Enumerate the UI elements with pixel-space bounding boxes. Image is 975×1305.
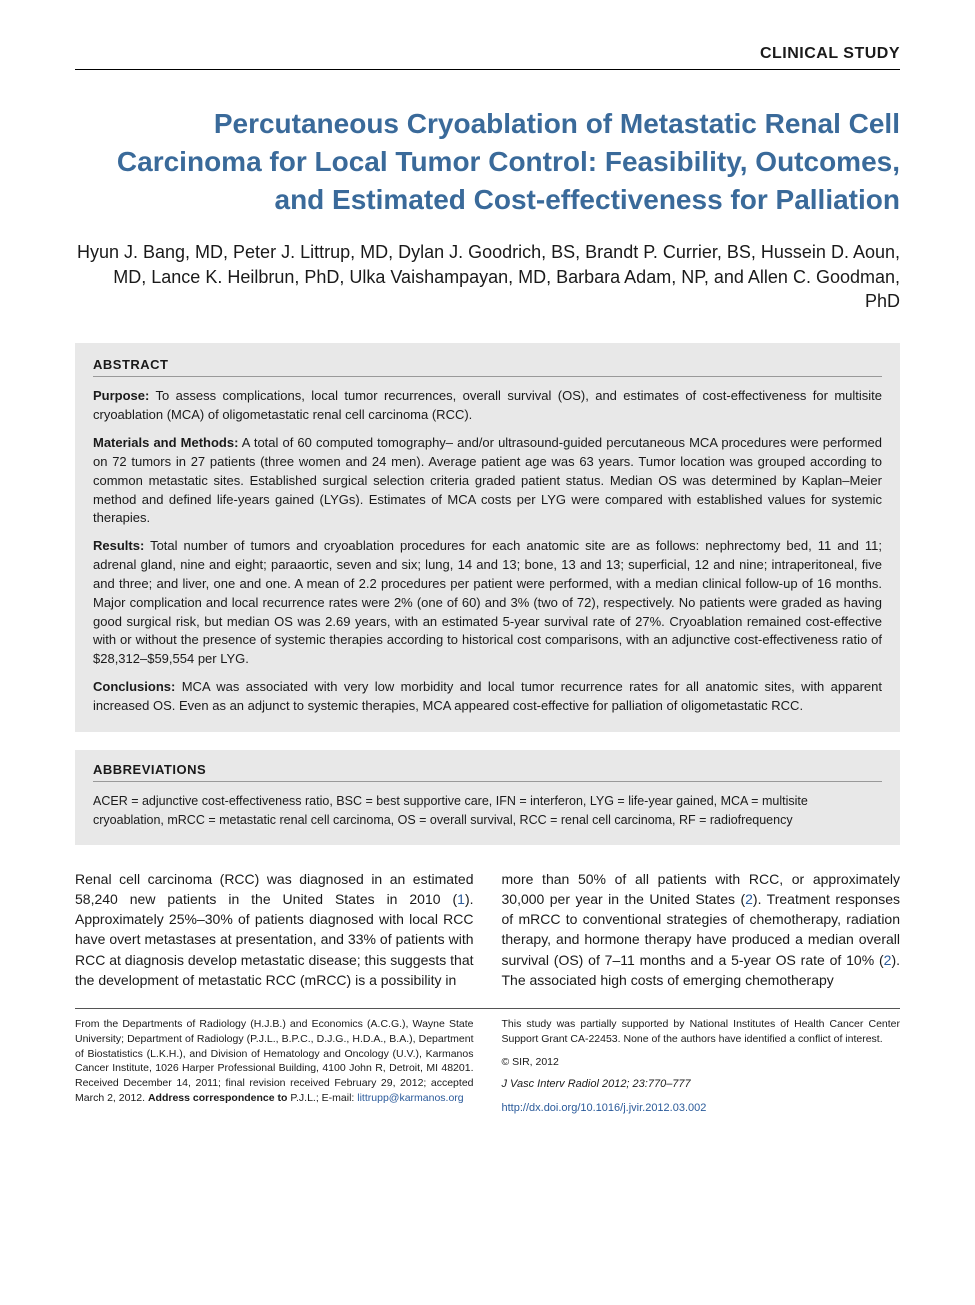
abstract-conclusions: Conclusions: MCA was associated with ver… (93, 678, 882, 716)
affiliations-text: From the Departments of Radiology (H.J.B… (75, 1017, 474, 1105)
doi-link[interactable]: http://dx.doi.org/10.1016/j.jvir.2012.03… (502, 1102, 707, 1114)
abstract-label: Materials and Methods: (93, 435, 238, 450)
abstract-label: Purpose: (93, 388, 149, 403)
footer-column-left: From the Departments of Radiology (H.J.B… (75, 1017, 474, 1124)
author-list: Hyun J. Bang, MD, Peter J. Littrup, MD, … (75, 240, 900, 313)
abstract-text: To assess complications, local tumor rec… (93, 388, 882, 422)
body-text-columns: Renal cell carcinoma (RCC) was diagnosed… (75, 869, 900, 991)
footer-columns: From the Departments of Radiology (H.J.B… (75, 1017, 900, 1124)
journal-citation: J Vasc Interv Radiol 2012; 23:770–777 (502, 1077, 901, 1092)
abbreviations-heading: ABBREVIATIONS (93, 762, 882, 782)
footer-column-right: This study was partially supported by Na… (502, 1017, 901, 1124)
abstract-label: Results: (93, 538, 144, 553)
abstract-purpose: Purpose: To assess complications, local … (93, 387, 882, 425)
abbreviations-box: ABBREVIATIONS ACER = adjunctive cost-eff… (75, 750, 900, 845)
abbreviations-text: ACER = adjunctive cost-effectiveness rat… (93, 792, 882, 831)
address-label: Address correspondence to (148, 1092, 287, 1104)
abstract-label: Conclusions: (93, 679, 175, 694)
article-title: Percutaneous Cryoablation of Metastatic … (75, 105, 900, 218)
copyright-text: © SIR, 2012 (502, 1055, 901, 1070)
footer-text: P.J.L.; E-mail: (287, 1092, 357, 1104)
abstract-methods: Materials and Methods: A total of 60 com… (93, 434, 882, 528)
abstract-results: Results: Total number of tumors and cryo… (93, 537, 882, 669)
abstract-heading: ABSTRACT (93, 357, 882, 377)
funding-text: This study was partially supported by Na… (502, 1017, 901, 1046)
abstract-box: ABSTRACT Purpose: To assess complication… (75, 343, 900, 732)
abstract-text: MCA was associated with very low morbidi… (93, 679, 882, 713)
body-text: Renal cell carcinoma (RCC) was diagnosed… (75, 871, 474, 907)
body-column-right: more than 50% of all patients with RCC, … (502, 869, 901, 991)
email-link[interactable]: littrupp@karmanos.org (357, 1092, 463, 1104)
abstract-text: Total number of tumors and cryoablation … (93, 538, 882, 666)
citation-link[interactable]: 2 (745, 891, 753, 907)
citation-link[interactable]: 1 (457, 891, 465, 907)
article-type-label: CLINICAL STUDY (75, 45, 900, 70)
footer-divider (75, 1008, 900, 1009)
body-column-left: Renal cell carcinoma (RCC) was diagnosed… (75, 869, 474, 991)
